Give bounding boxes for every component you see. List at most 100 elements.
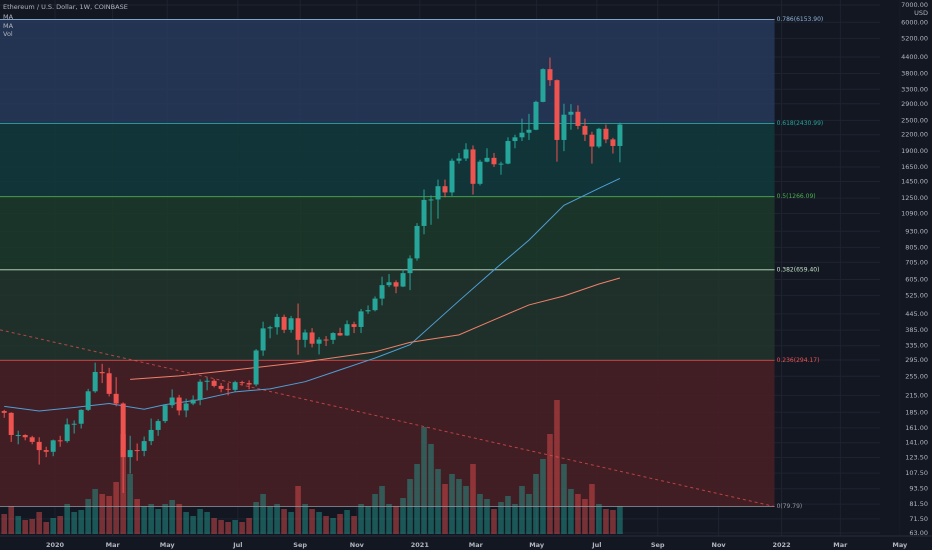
- candle-body: [344, 324, 350, 336]
- y-tick-label: 445.00: [905, 310, 928, 318]
- candle-body: [603, 128, 609, 140]
- fib-label: 0.618(2430.99): [777, 120, 824, 127]
- x-tick-label: 2021: [411, 541, 430, 549]
- x-tick-label: Sep: [293, 541, 307, 549]
- volume-bar: [596, 504, 602, 534]
- volume-bar: [239, 522, 245, 534]
- candle-body: [141, 441, 147, 451]
- price-axis-bg: [880, 0, 932, 550]
- fib-zone: [0, 19, 775, 124]
- volume-bar: [197, 509, 203, 534]
- volume-bar: [561, 464, 567, 534]
- candle-body: [43, 450, 49, 452]
- fib-zone: [0, 123, 775, 197]
- candle-body: [99, 371, 105, 374]
- chart-title: Ethereum / U.S. Dollar, 1W, COINBASE: [3, 3, 128, 11]
- volume-bar: [477, 494, 483, 534]
- volume-bar: [470, 464, 476, 534]
- volume-bar: [351, 516, 357, 534]
- volume-bar: [484, 499, 490, 534]
- volume-bar: [491, 509, 497, 534]
- volume-bar: [43, 522, 49, 534]
- candle-body: [358, 311, 364, 327]
- volume-bar: [323, 516, 329, 534]
- volume-bar: [85, 499, 91, 534]
- y-tick-label: 1250.00: [901, 194, 928, 202]
- candle-body: [435, 186, 441, 200]
- x-tick-label: 2022: [773, 541, 791, 549]
- candle-body: [470, 149, 476, 184]
- volume-bar: [99, 494, 105, 534]
- candle-body: [211, 380, 217, 386]
- volume-bar: [113, 482, 119, 534]
- candle-body: [379, 285, 385, 299]
- y-tick-label: 185.00: [905, 408, 928, 416]
- y-tick-label: 123.50: [905, 454, 928, 462]
- volume-bar: [1, 514, 7, 534]
- candle-body: [295, 318, 301, 340]
- candle-body: [218, 385, 224, 389]
- x-tick-label: Nov: [712, 541, 727, 549]
- y-tick-label: 3300.00: [901, 85, 928, 93]
- candle-body: [421, 199, 427, 226]
- y-tick-label: 2900.00: [901, 100, 928, 108]
- y-tick-label: 3800.00: [901, 69, 928, 77]
- y-tick-label: 805.00: [905, 243, 928, 251]
- volume-bar: [330, 518, 336, 534]
- candle-body: [323, 339, 329, 341]
- candle-body: [582, 125, 588, 135]
- candle-body: [351, 324, 357, 327]
- candle-body: [85, 391, 91, 410]
- x-tick-label: Nov: [350, 541, 365, 549]
- candle-body: [386, 282, 392, 286]
- y-tick-label: 63.00: [909, 529, 928, 537]
- candle-body: [302, 332, 308, 340]
- volume-bar: [141, 506, 147, 534]
- volume-bar: [449, 474, 455, 534]
- y-tick-label: 6000.00: [901, 18, 928, 26]
- candle-body: [1, 411, 7, 413]
- candle-body: [29, 437, 35, 442]
- candle-body: [610, 139, 616, 146]
- volume-bar: [386, 504, 392, 534]
- volume-bar: [316, 512, 322, 534]
- candle-body: [120, 403, 126, 458]
- volume-bar: [211, 518, 217, 534]
- volume-bar: [225, 522, 231, 534]
- candle-body: [176, 397, 182, 411]
- volume-bar: [463, 486, 469, 534]
- x-tick-label: Jul: [591, 541, 601, 549]
- candle-body: [106, 373, 112, 394]
- fib-zone: [0, 360, 775, 507]
- y-tick-label: 141.00: [905, 439, 928, 447]
- volume-bar: [568, 489, 574, 534]
- currency-label: USD: [914, 9, 928, 17]
- volume-bar: [29, 519, 35, 534]
- volume-bar: [260, 494, 266, 534]
- candle-body: [372, 298, 378, 311]
- y-tick-label: 7000.00: [901, 1, 928, 9]
- volume-bar: [57, 516, 63, 534]
- volume-bar: [365, 506, 371, 534]
- candle-body: [190, 399, 196, 404]
- volume-bar: [547, 434, 553, 534]
- candle-body: [288, 318, 294, 330]
- y-tick-label: 1900.00: [901, 147, 928, 155]
- x-tick-label: May: [892, 541, 908, 549]
- volume-bar: [218, 520, 224, 534]
- volume-bar: [22, 520, 28, 534]
- volume-bar: [372, 494, 378, 534]
- candle-body: [113, 393, 119, 404]
- volume-bar: [358, 504, 364, 534]
- candle-body: [407, 258, 413, 274]
- x-tick-label: Jul: [232, 541, 242, 549]
- candle-body: [365, 310, 371, 312]
- legend-entry: Vol: [3, 30, 13, 38]
- y-tick-label: 2200.00: [901, 131, 928, 139]
- y-tick-label: 295.00: [905, 356, 928, 364]
- volume-bar: [519, 486, 525, 534]
- candle-body: [183, 403, 189, 411]
- volume-bar: [106, 496, 112, 534]
- y-tick-label: 2500.00: [901, 116, 928, 124]
- y-tick-label: 161.00: [905, 424, 928, 432]
